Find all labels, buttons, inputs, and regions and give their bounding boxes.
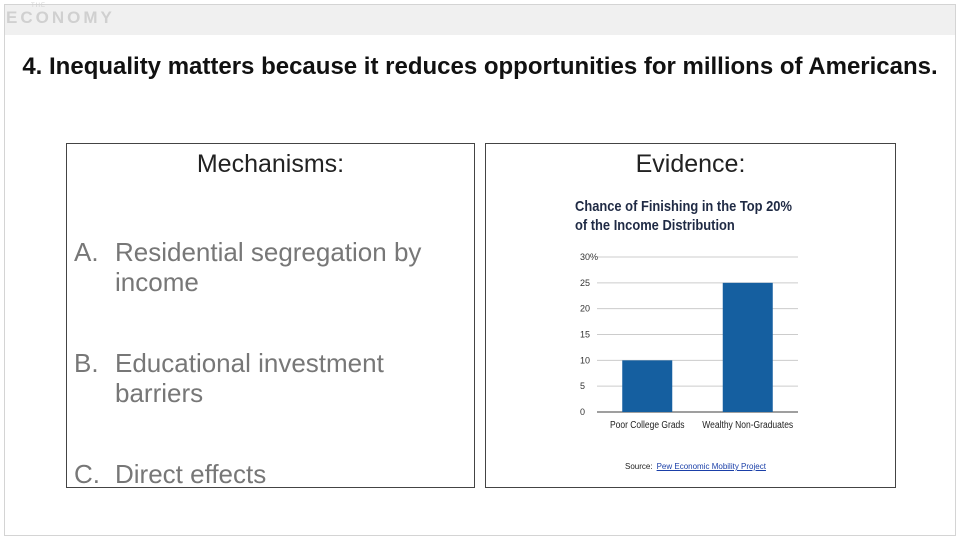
mechanisms-panel: Mechanisms: A. Residential segregation b… xyxy=(66,143,475,488)
source-link[interactable]: Pew Economic Mobility Project xyxy=(656,462,766,471)
mechanism-letter: A. xyxy=(74,237,99,267)
mechanism-item-a: A. Residential segregation by income xyxy=(74,237,464,297)
source-label: Source: xyxy=(625,462,653,471)
bar xyxy=(722,282,773,412)
y-tick-label: 25 xyxy=(580,278,590,288)
mechanism-item-b: B. Educational investment barriers xyxy=(74,348,464,408)
y-tick-label: 30% xyxy=(580,252,598,262)
y-tick-label: 10 xyxy=(580,355,590,365)
slide-frame xyxy=(4,4,956,536)
slide-title: 4. Inequality matters because it reduces… xyxy=(22,53,938,80)
mechanism-letter: C. xyxy=(74,459,100,488)
economy-logo-small: THE xyxy=(31,3,46,9)
y-tick-label: 20 xyxy=(580,304,590,314)
header-band xyxy=(5,5,955,35)
chart-title: Chance of Finishing in the Top 20% of th… xyxy=(575,198,792,234)
mechanisms-heading: Mechanisms: xyxy=(196,150,345,178)
x-tick-label: Wealthy Non-Graduates xyxy=(702,419,793,430)
evidence-panel: Evidence: Chance of Finishing in the Top… xyxy=(485,143,896,488)
mechanism-text: Educational investment barriers xyxy=(115,348,384,408)
mechanism-text: Residential segregation by income xyxy=(115,237,422,297)
y-tick-label: 5 xyxy=(580,381,585,391)
y-tick-label: 0 xyxy=(580,407,585,417)
chart-source: Source: Pew Economic Mobility Project xyxy=(625,462,766,471)
bar-chart: 0 5 10 15 20 25 30% Poor College Grads Wealthy N… xyxy=(580,252,798,430)
economy-logo: ECONOMY xyxy=(6,8,115,27)
bar xyxy=(622,360,673,412)
evidence-heading: Evidence: xyxy=(635,150,746,178)
mechanism-text: Direct effects xyxy=(115,459,267,488)
mechanism-letter: B. xyxy=(74,348,99,378)
x-tick-label: Poor College Grads xyxy=(610,419,685,430)
y-tick-label: 15 xyxy=(580,330,590,340)
mechanism-item-c: C. Direct effects xyxy=(74,459,464,488)
